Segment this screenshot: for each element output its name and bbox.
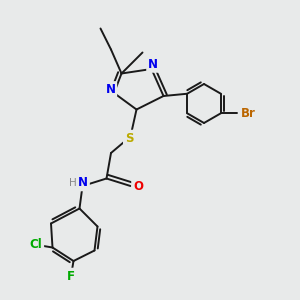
Text: N: N (148, 58, 158, 71)
Text: Br: Br (240, 107, 255, 120)
Text: Cl: Cl (30, 238, 42, 251)
Text: N: N (78, 176, 88, 190)
Text: N: N (105, 83, 116, 96)
Text: O: O (133, 179, 143, 193)
Text: H: H (69, 178, 77, 188)
Text: F: F (67, 269, 74, 283)
Text: S: S (125, 131, 133, 145)
